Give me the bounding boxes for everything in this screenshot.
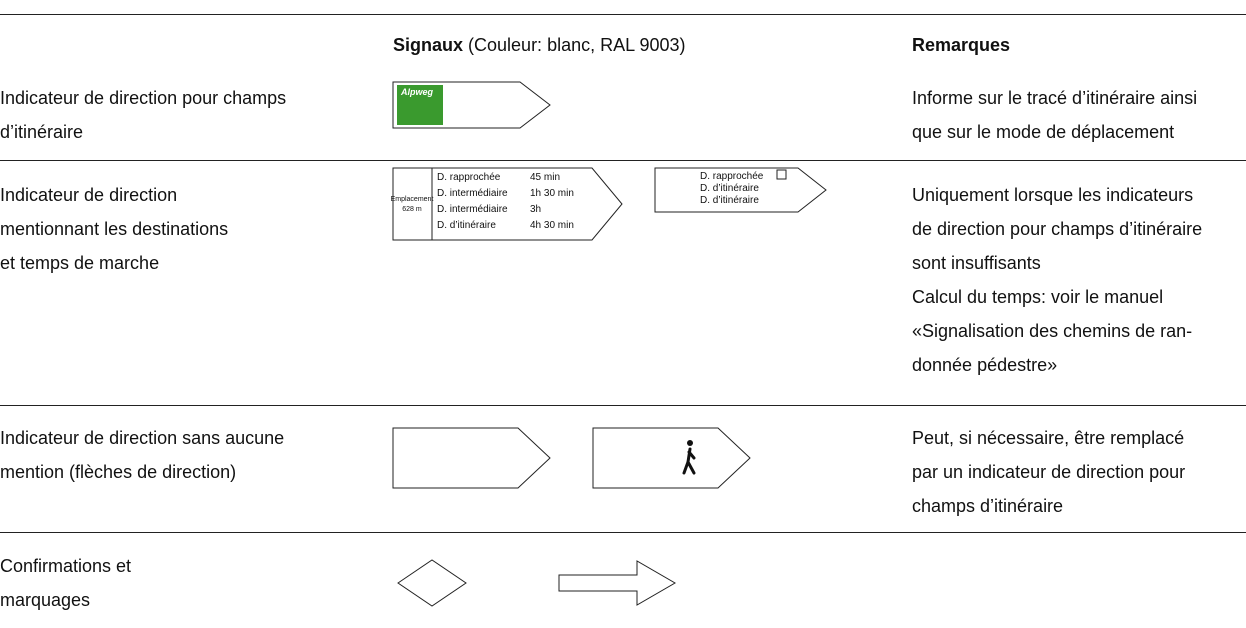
remark-line: que sur le mode de déplacement — [912, 122, 1175, 142]
arrow-sign — [392, 427, 551, 489]
row-remarks: Informe sur le tracé d’itinéraire ainsi q… — [912, 81, 1197, 149]
label-line: mention (flèches de direction) — [0, 462, 237, 482]
label-line: Indicateur de direction — [0, 185, 178, 205]
time: 45 min — [530, 172, 560, 183]
sign-text: Alpweg — [400, 87, 434, 97]
arrow-sign — [592, 427, 751, 489]
label-line: Indicateur de direction pour champs — [0, 88, 287, 108]
time: 3h — [530, 204, 541, 215]
row-label: Indicateur de direction mentionnant les d… — [0, 178, 228, 280]
label-line: Indicateur de direction sans aucune — [0, 428, 285, 448]
rule — [0, 532, 1246, 533]
sign-green — [397, 85, 443, 125]
hollow-arrow — [558, 560, 676, 606]
time: 1h 30 min — [530, 188, 574, 199]
time: 4h 30 min — [530, 220, 574, 231]
destination: D. rapprochée — [437, 172, 501, 183]
label-line: marquages — [0, 590, 91, 610]
row-remarks: Peut, si nécessaire, être remplacé par un… — [912, 421, 1185, 523]
destinations: D. rapprochée 45 min D. intermédiaire 1h 30… — [437, 172, 574, 231]
destination: D. d’itinéraire — [700, 195, 759, 206]
sign-location: Emplacement — [391, 196, 434, 203]
remark-line: Informe sur le tracé d’itinéraire ainsi — [912, 88, 1198, 108]
diamond — [397, 559, 467, 607]
rule — [0, 14, 1246, 15]
destination: D. d’itinéraire — [700, 183, 759, 194]
label-line: mentionnant les destinations — [0, 219, 229, 239]
row-label: Indicateur de direction pour champs d’iti… — [0, 81, 286, 149]
destination: D. intermédiaire — [437, 204, 508, 215]
remark-line: donnée pédestre» — [912, 355, 1058, 375]
header-note: (Couleur: blanc, RAL 9003) — [468, 35, 686, 55]
rule — [0, 405, 1246, 406]
remark-line: Peut, si nécessaire, être remplacé — [912, 428, 1185, 448]
label-line: d’itinéraire — [0, 122, 84, 142]
row-label: Confirmations et marquages — [0, 549, 131, 617]
rule — [0, 160, 1246, 161]
header-signaux: Signaux (Couleur: blanc, RAL 9003) — [393, 28, 685, 62]
header-remarques: Remarques — [912, 35, 1011, 55]
row-label: Indicateur de direction sans aucune menti… — [0, 421, 284, 489]
label-line: Confirmations et — [0, 556, 132, 576]
remark-line: Uniquement lorsque les indicateurs — [912, 185, 1194, 205]
header-title: Signaux — [393, 35, 464, 55]
sign-icon — [776, 169, 787, 180]
destination: D. d’itinéraire — [437, 220, 496, 231]
destination: D. rapprochée — [700, 171, 764, 182]
row-remarks: Uniquement lorsque les indicateurs de dir… — [912, 178, 1202, 382]
remark-line: «Signalisation des chemins de ran- — [912, 321, 1193, 341]
remark-line: champs d’itinéraire — [912, 496, 1064, 516]
pedestrian-icon — [682, 440, 696, 475]
remark-line: sont insuffisants — [912, 253, 1041, 273]
destination: D. intermédiaire — [437, 188, 508, 199]
remark-line: de direction pour champs d’itinéraire — [912, 219, 1203, 239]
sign-outline — [392, 167, 623, 241]
label-line: et temps de marche — [0, 253, 160, 273]
remark-line: par un indicateur de direction pour — [912, 462, 1186, 482]
sign-location: 628 m — [402, 206, 422, 213]
remark-line: Calcul du temps: voir le manuel — [912, 287, 1164, 307]
